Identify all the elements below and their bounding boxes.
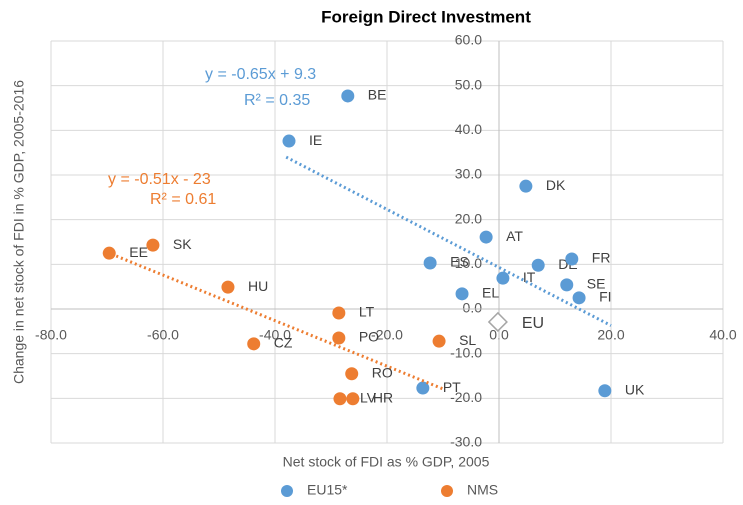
y-tick-label: 20.0 [455, 210, 482, 226]
point-label: SK [173, 236, 192, 252]
data-point [572, 291, 586, 305]
x-tick-label: 40.0 [709, 327, 736, 343]
point-label: UK [625, 381, 645, 397]
point-label: PO [359, 329, 379, 345]
point-label: PT [443, 379, 461, 395]
point-label: SL [459, 332, 476, 348]
trendline [106, 250, 444, 391]
point-label: BE [368, 87, 387, 103]
data-point [146, 238, 160, 252]
point-label: FR [592, 250, 611, 266]
trendline-equation: y = -0.51x - 23 [108, 171, 211, 188]
data-point [416, 381, 430, 395]
data-point [423, 256, 437, 270]
y-tick-label: 60.0 [455, 32, 482, 48]
data-point [247, 337, 261, 351]
trendline-r2: R² = 0.61 [150, 191, 216, 208]
data-point [496, 271, 510, 285]
point-label: CZ [274, 335, 293, 351]
y-tick-label: -30.0 [450, 434, 482, 450]
point-label: SE [587, 276, 606, 292]
legend-label: NMS [467, 482, 498, 498]
point-label: FI [599, 289, 611, 305]
point-label: IT [523, 269, 536, 285]
legend: EU15* NMS [281, 482, 498, 498]
point-label: HR [373, 389, 393, 405]
x-axis-title: Net stock of FDI as % GDP, 2005 [283, 454, 490, 470]
data-point [345, 367, 359, 381]
point-label: AT [506, 228, 523, 244]
legend-label: EU15* [307, 482, 348, 498]
x-tick-label: 20.0 [597, 327, 624, 343]
trendline-equation: y = -0.65x + 9.3 [205, 66, 316, 83]
data-point [221, 280, 235, 294]
data-point [565, 252, 579, 266]
y-tick-label: 0.0 [463, 300, 483, 316]
x-tick-label: -40.0 [259, 327, 291, 343]
data-point [332, 331, 346, 345]
data-point [519, 179, 533, 193]
data-point [479, 230, 493, 244]
highlight-label: EU [522, 315, 544, 332]
data-point [346, 392, 360, 406]
y-axis-title: Change in net stock of FDI in % GDP, 200… [11, 80, 27, 384]
x-tick-label: -20.0 [371, 327, 403, 343]
point-label: LV [360, 389, 377, 405]
highlight-point [487, 311, 508, 333]
point-label: EE [129, 244, 148, 260]
x-tick-label: -80.0 [35, 327, 67, 343]
legend-marker [281, 485, 293, 497]
point-label: RO [372, 364, 393, 380]
data-point [560, 278, 574, 292]
y-tick-label: 10.0 [455, 255, 482, 271]
data-point [598, 384, 612, 398]
y-tick-label: 50.0 [455, 76, 482, 92]
y-tick-label: 30.0 [455, 166, 482, 182]
legend-marker [441, 485, 453, 497]
y-tick-label: 40.0 [455, 121, 482, 137]
data-point [432, 334, 446, 348]
x-tick-label: -60.0 [147, 327, 179, 343]
trendline-r2: R² = 0.35 [244, 92, 310, 109]
point-label: DK [546, 177, 566, 193]
point-label: HU [248, 278, 268, 294]
data-point [531, 258, 545, 272]
point-label: ES [450, 254, 469, 270]
y-tick-label: -10.0 [450, 344, 482, 360]
trendline [285, 155, 612, 327]
y-tick-label: -20.0 [450, 389, 482, 405]
point-label: IE [309, 132, 322, 148]
data-point [332, 306, 346, 320]
point-label: LT [359, 304, 375, 320]
data-point [102, 246, 116, 260]
data-point [455, 287, 469, 301]
data-point [282, 134, 296, 148]
data-point [341, 89, 355, 103]
chart-title: Foreign Direct Investment [321, 7, 531, 26]
point-label: EL [482, 285, 499, 301]
data-point [333, 392, 347, 406]
